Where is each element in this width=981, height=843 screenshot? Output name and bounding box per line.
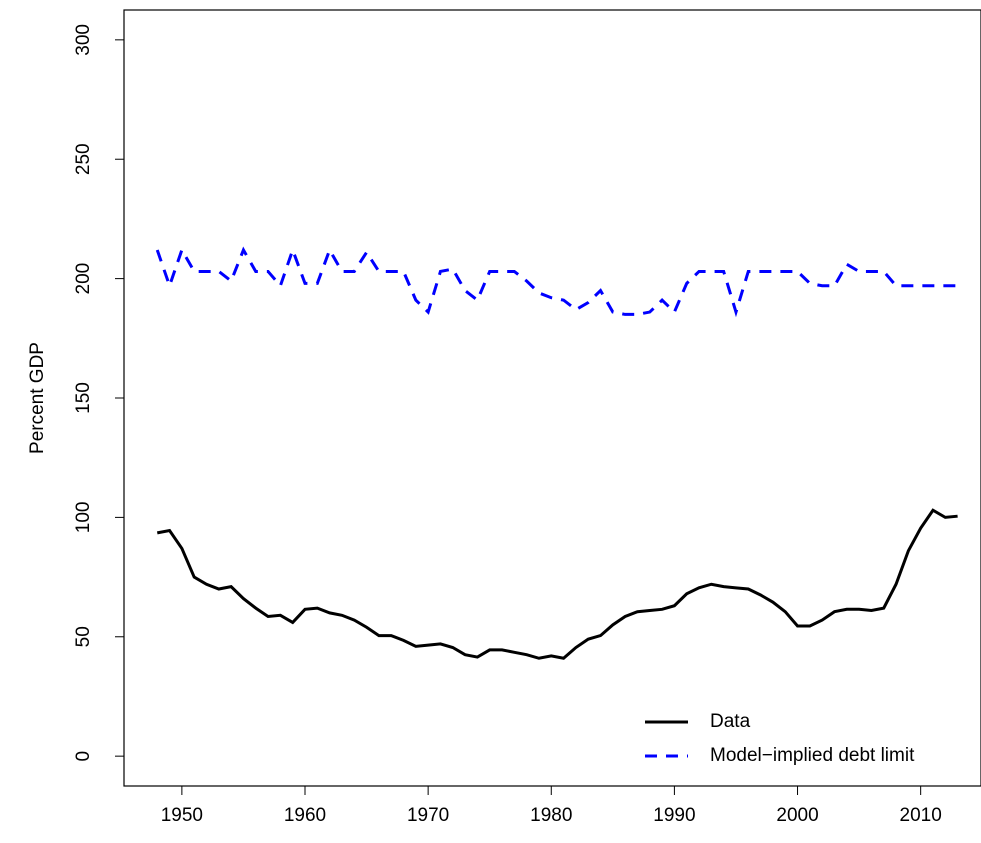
x-tick-label: 2010 — [900, 805, 942, 826]
y-tick-label: 100 — [73, 502, 94, 534]
y-tick-label: 300 — [73, 24, 94, 56]
legend-label: Model−implied debt limit — [710, 745, 915, 766]
y-tick-label: 200 — [73, 263, 94, 295]
x-tick-label: 1950 — [161, 805, 203, 826]
x-tick-label: 1980 — [530, 805, 572, 826]
y-tick-label: 150 — [73, 382, 94, 414]
x-tick-label: 1990 — [653, 805, 695, 826]
x-tick-label: 1960 — [284, 805, 326, 826]
y-tick-label: 250 — [73, 143, 94, 175]
plot-frame — [123, 9, 981, 787]
y-tick-label: 50 — [73, 626, 94, 647]
legend-label: Data — [710, 711, 751, 732]
x-tick-label: 1970 — [407, 805, 449, 826]
y-axis-label: Percent GDP — [27, 342, 48, 454]
x-tick-label: 2000 — [776, 805, 818, 826]
y-tick-label: 0 — [73, 751, 94, 762]
series-line — [155, 245, 958, 318]
series-line — [156, 508, 958, 660]
